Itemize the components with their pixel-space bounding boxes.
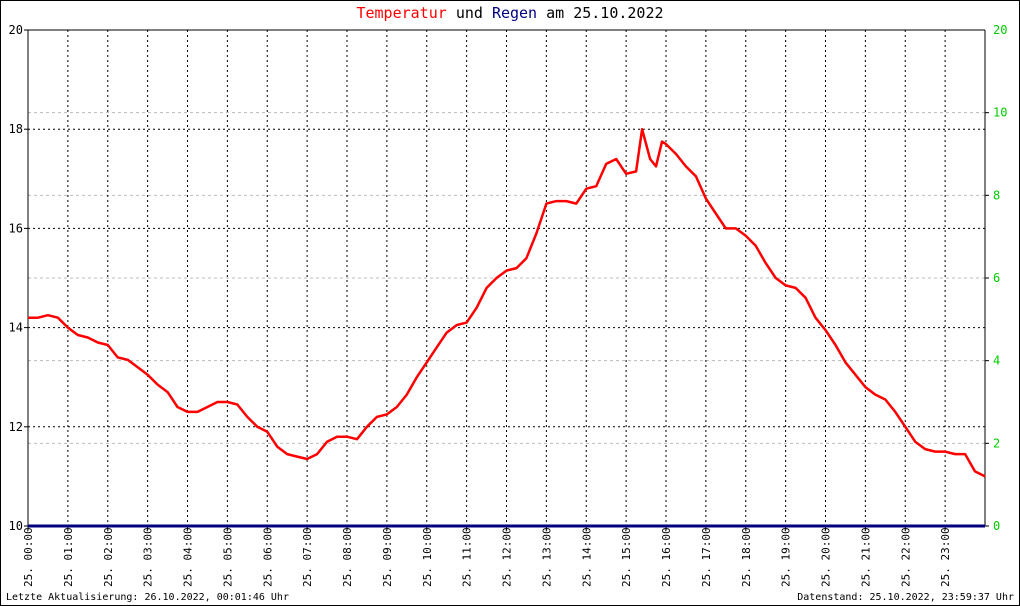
x-tick-label: 25. 18:00 (740, 527, 753, 587)
left-tick-label: 10 (9, 519, 23, 533)
temperature-series-line (28, 127, 986, 478)
right-tick-label: 8 (993, 188, 1000, 202)
x-tick-label: 25. 19:00 (780, 527, 793, 587)
x-tick-label: 25. 22:00 (899, 527, 912, 587)
x-tick-label: 25. 05:00 (221, 527, 234, 587)
title-rain: Regen (491, 4, 538, 22)
title-date: am 25.10.2022 (546, 4, 664, 22)
left-tick-label: 12 (9, 420, 23, 434)
x-tick-label: 25. 12:00 (501, 527, 514, 587)
title-temperature: Temperatur (356, 4, 447, 22)
x-tick-label: 25. 14:00 (580, 527, 593, 587)
x-tick-label: 25. 03:00 (142, 527, 155, 587)
x-tick-label: 25. 23:00 (939, 527, 952, 587)
right-tick-label: 2 (993, 436, 1000, 450)
right-tick-label: 10 (993, 106, 1007, 120)
x-tick-label: 25. 00:00 (22, 527, 35, 587)
x-tick-label: 25. 02:00 (102, 527, 115, 587)
footer-data-status: Datenstand: 25.10.2022, 23:59:37 Uhr (797, 592, 1014, 603)
x-tick-label: 25. 15:00 (620, 527, 633, 587)
left-tick-label: 20 (9, 23, 23, 37)
x-tick-label: 25. 04:00 (182, 527, 195, 587)
x-tick-label: 25. 16:00 (660, 527, 673, 587)
x-tick-label: 25. 11:00 (461, 527, 474, 587)
x-tick-label: 25. 01:00 (62, 527, 75, 587)
x-tick-label: 25. 09:00 (381, 527, 394, 587)
x-tick-label: 25. 21:00 (859, 527, 872, 587)
plot-area (28, 30, 985, 526)
footer-last-update: Letzte Aktualisierung: 26.10.2022, 00:01… (6, 592, 289, 603)
x-tick-label: 25. 13:00 (540, 527, 553, 587)
right-tick-label: 6 (993, 271, 1000, 285)
x-tick-label: 25. 17:00 (700, 527, 713, 587)
x-tick-label: 25. 20:00 (820, 527, 833, 587)
right-tick-label: 0 (993, 519, 1000, 533)
left-tick-label: 18 (9, 122, 23, 136)
right-top-label: 20 (993, 23, 1007, 37)
x-tick-label: 25. 08:00 (341, 527, 354, 587)
right-tick-label: 4 (993, 354, 1000, 368)
left-tick-label: 14 (9, 321, 23, 335)
x-tick-label: 25. 06:00 (261, 527, 274, 587)
x-tick-label: 25. 10:00 (421, 527, 434, 587)
left-tick-label: 16 (9, 221, 23, 235)
chart-title: Temperatur und Regen am 25.10.2022 (0, 4, 1020, 22)
x-tick-label: 25. 07:00 (301, 527, 314, 587)
title-and: und (455, 4, 483, 22)
